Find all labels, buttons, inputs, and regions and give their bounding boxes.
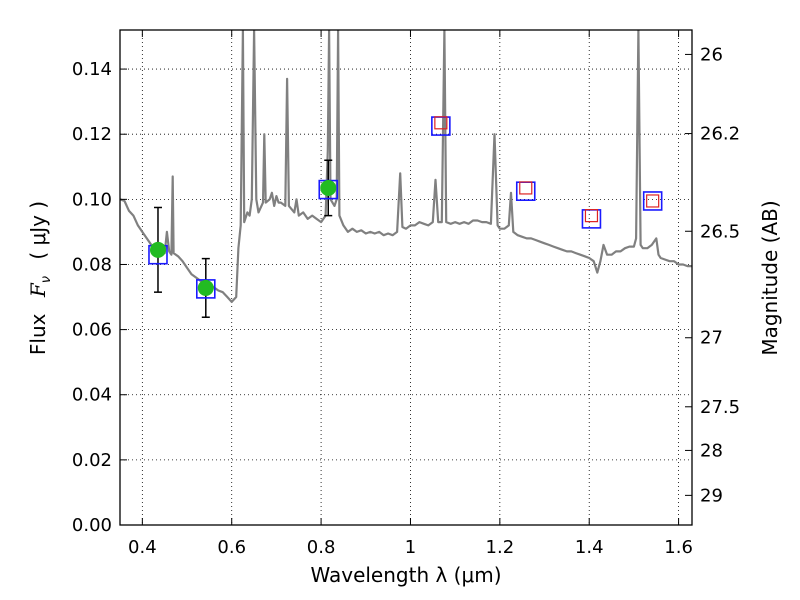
x-tick-label: 1.6	[664, 537, 693, 558]
y-axis-label-subscript: ν	[39, 276, 54, 283]
y-tick-labels: 0.00 0.02 0.04 0.06 0.08 0.10 0.12 0.14	[72, 59, 112, 536]
y-tick-label: 0.02	[72, 450, 112, 471]
predicted-flux-marker	[434, 116, 448, 130]
predicted-flux-marker	[519, 181, 533, 195]
predicted-flux-marker	[646, 194, 660, 208]
observed-flux-marker	[320, 179, 337, 196]
y-tick-label: 0.14	[72, 59, 112, 80]
x-tick-label: 0.8	[307, 537, 336, 558]
observed-flux-marker	[197, 279, 214, 296]
model-band-flux-marker	[642, 191, 663, 211]
y-axis-label: Flux Fν ( μJy )	[26, 201, 55, 355]
y-tick-label: 0.06	[72, 320, 112, 341]
y2-axis-label: Magnitude (AB)	[758, 200, 782, 355]
x-tick-label: 1.4	[575, 537, 604, 558]
ticks	[120, 30, 692, 526]
model-spectrum-layer	[120, 30, 692, 303]
y2-tick-label: 29	[700, 485, 723, 506]
y-tick-label: 0.04	[72, 385, 112, 406]
errorbar-layer	[153, 159, 333, 318]
x-tick-labels: 0.4 0.6 0.8 1 1.2 1.4 1.6	[128, 537, 693, 558]
y-axis-label-symbol: F	[26, 282, 50, 298]
model-spectrum-line	[120, 30, 692, 303]
y-tick-label: 0.00	[72, 515, 112, 536]
observed-flux-marker	[149, 241, 166, 258]
x-tick-label: 0.4	[128, 537, 157, 558]
svg-text:Flux Fν ( μJy ): Flux Fν ( μJy )	[26, 201, 55, 355]
y2-tick-label: 27	[700, 328, 723, 349]
x-tick-label: 1	[405, 537, 416, 558]
plot-frame	[119, 29, 693, 526]
marker-layer	[148, 116, 663, 299]
x-axis-label: Wavelength λ (μm)	[310, 563, 501, 587]
y2-tick-label: 26.5	[700, 221, 740, 242]
y-tick-label: 0.12	[72, 124, 112, 145]
grid	[120, 30, 692, 525]
x-tick-label: 1.2	[486, 537, 515, 558]
y-tick-label: 0.08	[72, 254, 112, 275]
predicted-flux-marker	[584, 209, 599, 223]
y2-tick-labels: 26 26.2 26.5 27 27.5 28 29	[700, 44, 740, 506]
y2-tick-label: 26.2	[700, 124, 740, 145]
y-tick-label: 0.10	[72, 189, 112, 210]
y2-tick-label: 26	[700, 44, 723, 65]
y2-tick-label: 28	[700, 440, 723, 461]
y2-tick-label: 27.5	[700, 397, 740, 418]
plot-background	[120, 30, 692, 525]
y-axis-label-prefix: Flux	[26, 313, 50, 355]
model-band-flux-marker	[196, 279, 216, 299]
y-axis-label-unit: ( μJy )	[26, 201, 50, 260]
x-tick-label: 0.6	[217, 537, 246, 558]
